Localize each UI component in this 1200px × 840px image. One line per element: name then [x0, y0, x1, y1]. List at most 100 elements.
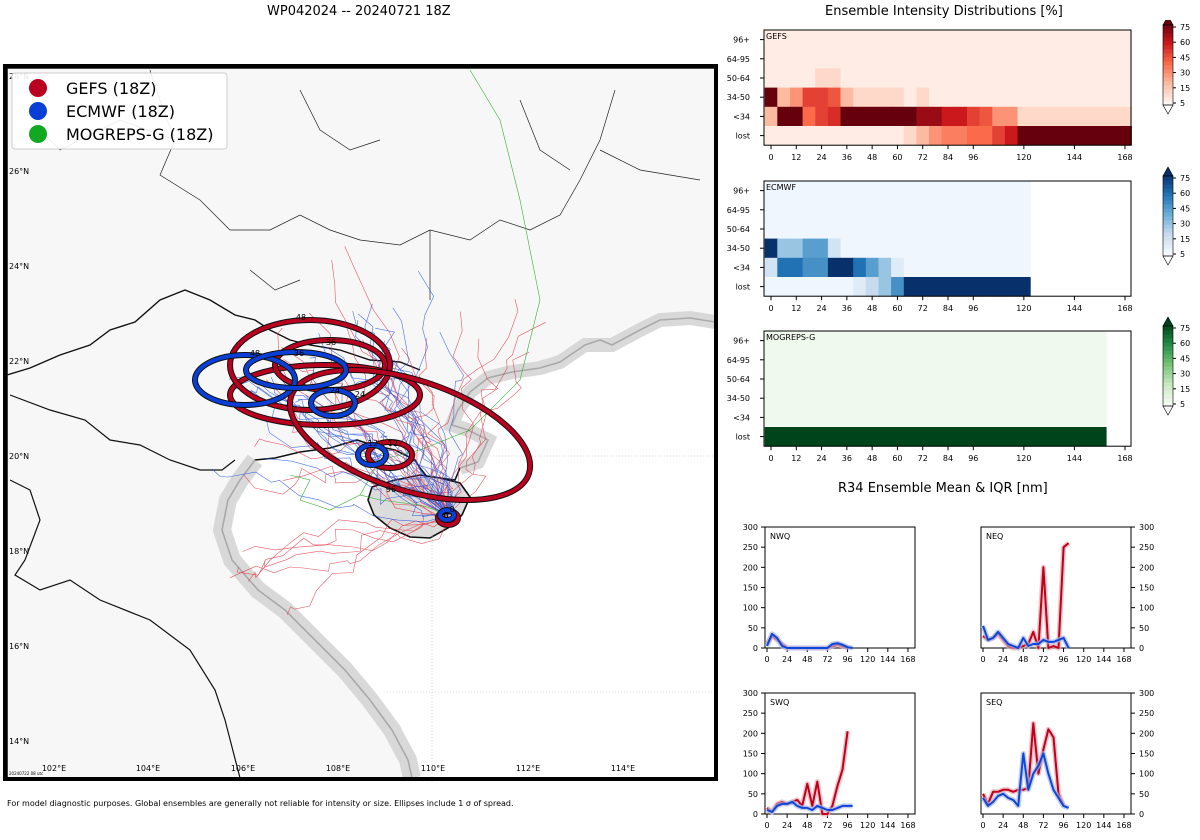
- r34-y-tick-label: 100: [743, 604, 758, 613]
- heatmap-cell: [1017, 106, 1031, 127]
- heatmap-cell: [878, 427, 892, 447]
- heatmap-cell: [878, 49, 892, 69]
- heatmap-cell: [840, 106, 854, 127]
- heatmap-cell: [941, 388, 955, 409]
- heatmap-cell: [891, 331, 905, 351]
- heatmap-cell: [916, 350, 930, 370]
- heatmap-cell: [941, 257, 955, 278]
- heatmap-panel-label: GEFS: [766, 32, 787, 41]
- heatmap-x-tick-label: 12: [791, 153, 801, 162]
- heatmap-cell: [1017, 257, 1031, 278]
- colorbar-segment: [1163, 358, 1173, 363]
- heatmap-cell: [1055, 427, 1069, 447]
- colorbar-extend-bottom: [1162, 104, 1174, 115]
- track-line: [357, 313, 449, 516]
- heatmap-cell: [929, 331, 943, 351]
- track-line: [439, 331, 464, 516]
- heatmap-cell: [827, 238, 842, 259]
- heatmap-cell: [929, 68, 943, 88]
- r34-y-tick-label: 0: [1139, 644, 1144, 653]
- heatmap-cell: [992, 277, 1006, 297]
- heatmap-cell: [1118, 49, 1132, 69]
- heatmap-cell: [815, 49, 829, 69]
- colorbar-segment: [1163, 208, 1173, 213]
- heatmap-cell: [790, 87, 804, 108]
- r34-y-tick-label: 200: [743, 729, 758, 738]
- heatmap-cell: [1042, 369, 1056, 389]
- heatmap-cell: [802, 181, 816, 201]
- r34-x-tick-label: 48: [802, 655, 812, 664]
- heatmap-cell: [1004, 369, 1019, 389]
- heatmap-cell: [790, 369, 804, 389]
- heatmap-cell: [1080, 331, 1094, 351]
- r34-y-tick-label: 50: [1139, 790, 1149, 799]
- colorbar-segment: [1163, 350, 1173, 355]
- r34-y-tick-label: 300: [1139, 689, 1154, 698]
- gefs-label-48: 48: [296, 313, 306, 322]
- heatmap-cell: [878, 238, 892, 259]
- heatmap-cell: [878, 30, 892, 50]
- heatmap-x-tick-label: 168: [1117, 454, 1132, 463]
- track-line: [229, 514, 450, 578]
- heatmap-cell: [827, 331, 842, 351]
- heatmap-cell: [853, 181, 867, 201]
- heatmap-cell: [916, 427, 930, 447]
- heatmap-cell: [941, 277, 955, 297]
- r34-x-tick-label: 144: [880, 821, 895, 830]
- heatmap-row-label: lost: [736, 283, 750, 292]
- heatmap-cell: [815, 238, 829, 259]
- heatmap-cell: [1106, 106, 1120, 127]
- heatmap-cell: [1004, 407, 1019, 428]
- r34-y-tick-label: 100: [1139, 770, 1154, 779]
- heatmap-cell: [979, 350, 993, 370]
- legend-mogreps-marker: [29, 125, 47, 143]
- heatmap-cell: [1080, 369, 1094, 389]
- heatmap-cell: [1068, 126, 1082, 146]
- track-line: [233, 386, 449, 516]
- heatmap-cell: [1004, 126, 1019, 146]
- heatmap-cell: [790, 49, 804, 69]
- heatmap-cell: [865, 200, 879, 220]
- heatmap-cell: [1080, 49, 1094, 69]
- heatmap-cell: [827, 49, 842, 69]
- heatmap-x-tick-label: 24: [816, 304, 826, 313]
- colorbar-segment: [1163, 196, 1173, 201]
- heatmap-cell: [777, 331, 791, 351]
- heatmap-cell: [777, 200, 791, 220]
- colorbar-segment: [1163, 61, 1173, 66]
- lon-label: 110°E: [421, 764, 445, 773]
- r34-panel-swq: SWQ 300 250 200 150 100 50 00 24 48 72 96 120 144 168: [743, 689, 916, 830]
- heatmap-cell: [954, 219, 968, 239]
- heatmap-cell: [979, 106, 993, 127]
- heatmap-cell: [916, 257, 930, 278]
- r34-y-tick-label: 200: [1139, 563, 1154, 572]
- r34-x-tick-label: 48: [1018, 821, 1028, 830]
- heatmap-x-tick-label: 0: [768, 153, 773, 162]
- heatmap-cell: [865, 87, 879, 108]
- mogreps-track: [289, 69, 541, 516]
- r34-x-tick-label: 96: [1058, 821, 1068, 830]
- heatmap-cell: [840, 257, 854, 278]
- r34-x-tick-label: 120: [860, 655, 875, 664]
- heatmap-cell: [790, 126, 804, 146]
- colorbar-segment: [1163, 89, 1173, 94]
- heatmap-x-tick-label: 84: [943, 454, 953, 463]
- heatmap-cell: [941, 68, 955, 88]
- heatmap-cell: [1042, 30, 1056, 50]
- heatmap-cell: [903, 388, 917, 409]
- colorbar-segment: [1163, 49, 1173, 54]
- heatmap-cell: [941, 200, 955, 220]
- heatmap-cell: [954, 200, 968, 220]
- heatmap-cell: [1030, 87, 1044, 108]
- heatmap-cell: [903, 407, 917, 428]
- heatmap-cell: [815, 126, 829, 146]
- heatmap-cell: [916, 277, 930, 297]
- heatmap-cell: [802, 106, 816, 127]
- r34-y-tick-label: 50: [1139, 624, 1149, 633]
- heatmap-cell: [992, 331, 1006, 351]
- colorbar-extend-top: [1162, 166, 1174, 177]
- heatmap-cell: [954, 257, 968, 278]
- heatmap-cell: [1004, 49, 1019, 69]
- heatmap-cell: [1055, 30, 1069, 50]
- heatmap-panel-label: ECMWF: [766, 183, 796, 192]
